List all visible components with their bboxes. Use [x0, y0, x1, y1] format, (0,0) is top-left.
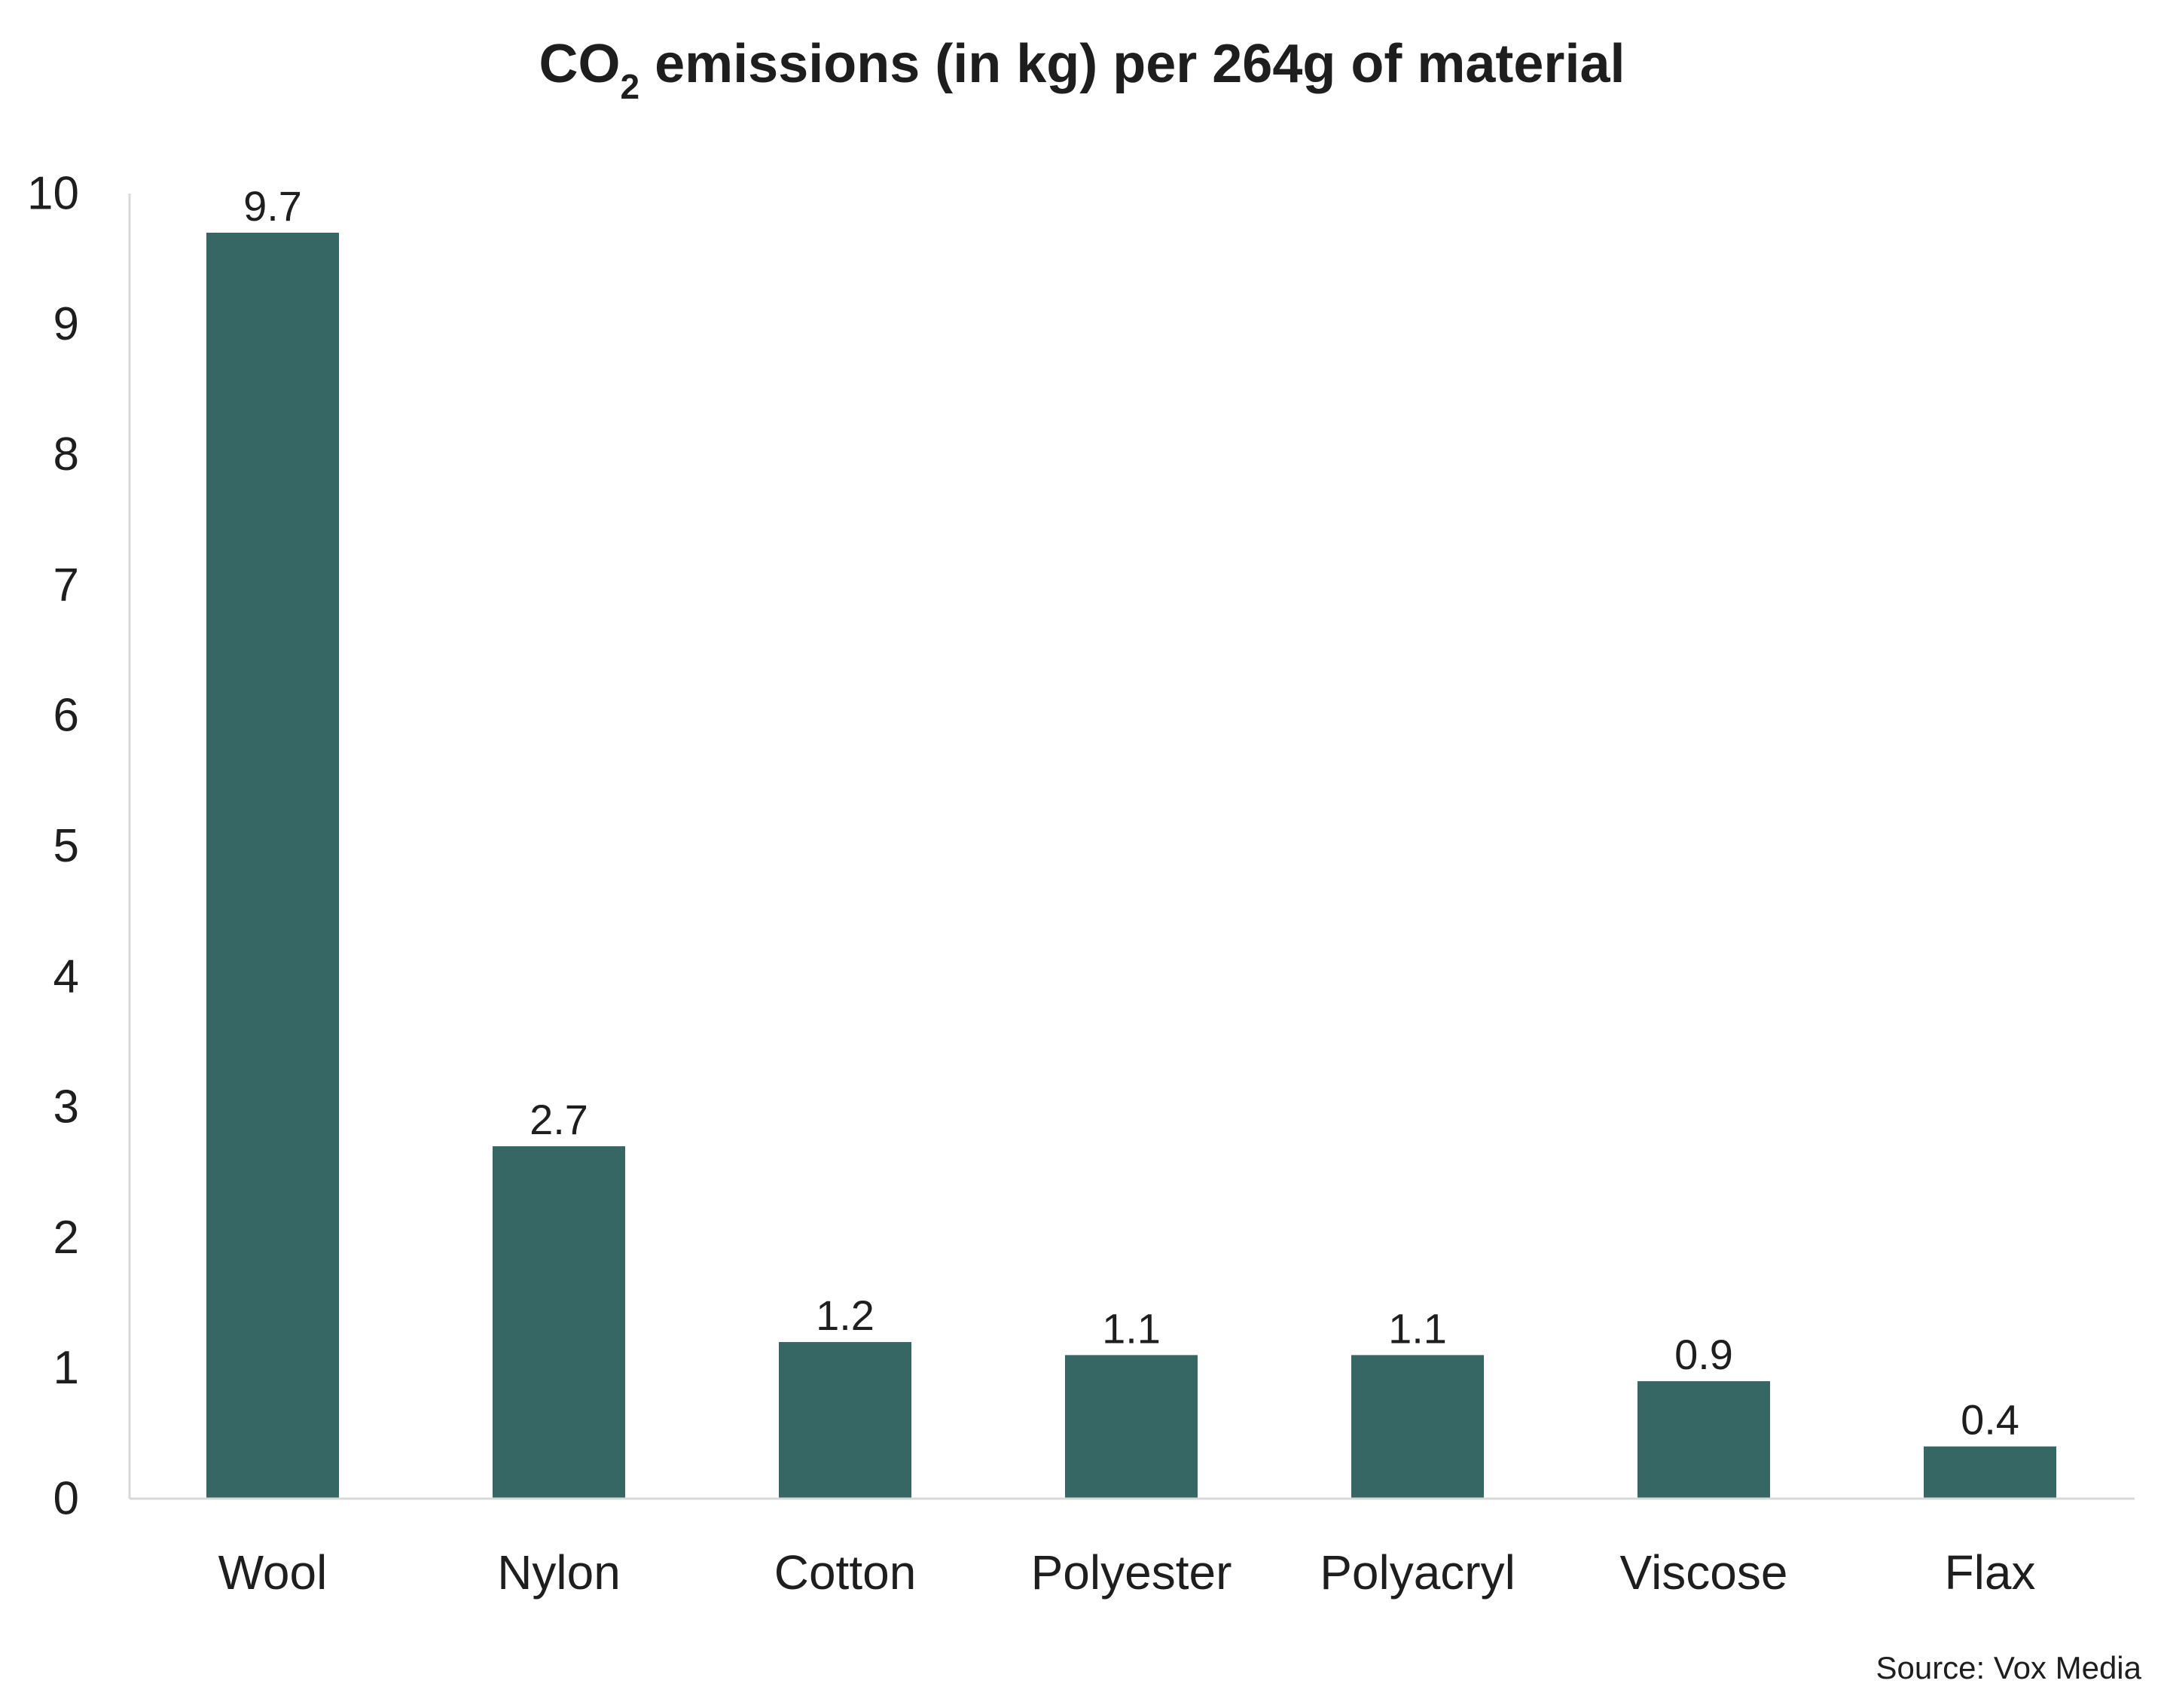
y-tick-label: 0	[53, 1473, 79, 1525]
data-label: 1.1	[1102, 1304, 1161, 1352]
x-axis: Wool Nylon Cotton Polyester Polyacryl Viscose…	[130, 1497, 2135, 1600]
data-label: 1.1	[1388, 1304, 1447, 1352]
y-tick-label: 4	[53, 950, 79, 1002]
data-label: 1.2	[816, 1292, 874, 1339]
bar	[206, 232, 339, 1499]
data-label: 0.4	[1961, 1396, 2019, 1444]
y-tick-label: 3	[53, 1081, 79, 1133]
data-label: 9.7	[243, 182, 302, 230]
y-tick-label: 7	[53, 559, 79, 611]
y-tick-label: 6	[53, 690, 79, 742]
value-labels: 9.7 2.7 1.2 1.1 1.1 0.9 0.4	[243, 182, 2019, 1444]
y-tick-label: 10	[27, 168, 79, 220]
bar	[1351, 1355, 1484, 1499]
x-tick-label: Flax	[1945, 1545, 2036, 1600]
chart-title-suffix: emissions (in kg) per 264g of material	[639, 34, 1625, 94]
chart-title-prefix: CO	[539, 34, 621, 94]
chart-title-subscript: 2	[620, 67, 640, 106]
y-tick-label: 5	[53, 820, 79, 872]
bar	[1924, 1446, 2056, 1499]
y-tick-label: 2	[53, 1212, 79, 1264]
bars	[206, 232, 2056, 1499]
bar	[493, 1146, 625, 1499]
bar	[1065, 1355, 1198, 1499]
x-tick-label: Wool	[218, 1545, 328, 1600]
bar	[779, 1342, 911, 1499]
x-tick-label: Nylon	[497, 1545, 621, 1600]
y-tick-label: 8	[53, 429, 79, 480]
source-note: Source: Vox Media	[1876, 1650, 2141, 1685]
x-tick-label: Viscose	[1620, 1545, 1788, 1600]
x-tick-label: Polyacryl	[1320, 1545, 1515, 1600]
x-tick-label: Cotton	[774, 1545, 917, 1600]
bar	[1637, 1381, 1770, 1499]
chart-title: CO2 emissions (in kg) per 264g of materi…	[0, 23, 2164, 111]
x-tick-label: Polyester	[1031, 1545, 1232, 1600]
y-axis: 0 1 2 3 4 5 6 7 8 9 10	[27, 168, 131, 1525]
data-label: 2.7	[530, 1096, 588, 1143]
y-tick-label: 1	[53, 1342, 79, 1394]
data-label: 0.9	[1674, 1331, 1733, 1378]
y-tick-label: 9	[53, 298, 79, 350]
